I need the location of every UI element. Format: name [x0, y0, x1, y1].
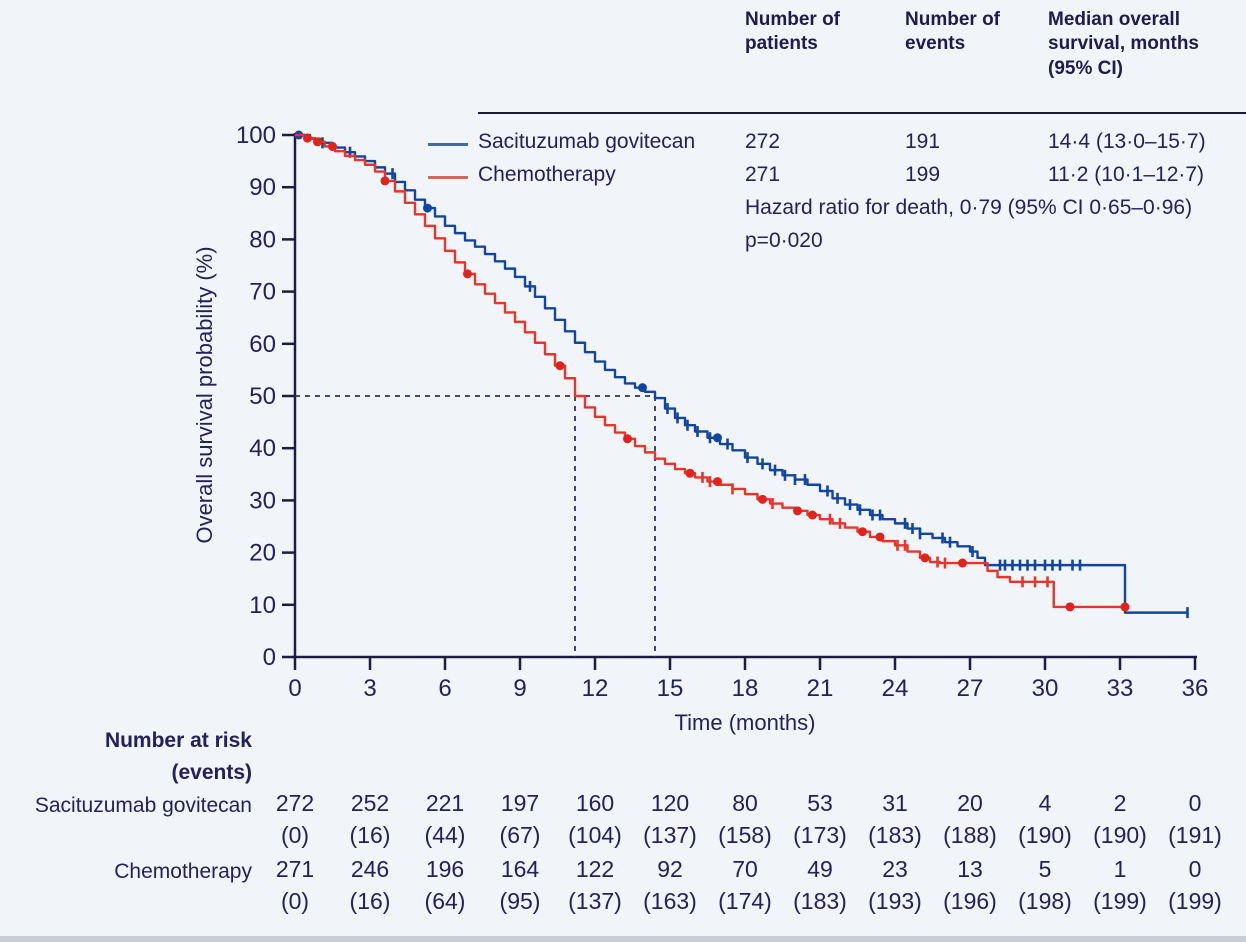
risk-table-header-line1: Number at risk: [104, 729, 252, 752]
y-tick-label: 60: [249, 331, 276, 358]
summary-col-header-median: Median overall survival, months (95% CI): [1048, 9, 1199, 79]
x-tick-label: 15: [657, 675, 684, 702]
x-tick-label: 24: [882, 675, 909, 702]
event-dot: [1120, 602, 1130, 612]
y-tick-label: 70: [249, 279, 276, 306]
legend-swatch-chemotherapy: [428, 176, 468, 179]
event-dot: [623, 434, 632, 444]
event-dot: [313, 137, 322, 147]
event-dot: [685, 468, 695, 478]
events-value-sacituzumab: 191: [905, 130, 941, 153]
y-tick-label: 100: [236, 122, 276, 149]
legend-label-sacituzumab: Sacituzumab govitecan: [478, 130, 696, 153]
y-tick-label: 90: [249, 174, 276, 201]
event-dot: [463, 269, 472, 279]
event-dot: [713, 433, 722, 443]
y-tick-label: 0: [263, 644, 276, 671]
summary-table-divider: [478, 112, 1246, 114]
x-tick-label: 9: [513, 675, 526, 702]
event-dot: [328, 141, 337, 151]
x-tick-label: 33: [1107, 675, 1134, 702]
patients-value-sacituzumab: 272: [745, 130, 781, 153]
event-dot: [808, 510, 817, 520]
event-dot: [380, 176, 390, 186]
median-value-sacituzumab: 14·4 (13·0–15·7): [1048, 130, 1206, 153]
x-tick-label: 12: [582, 675, 609, 702]
p-value-text: p=0·020: [745, 229, 823, 252]
x-tick-label: 27: [957, 675, 984, 702]
y-tick-label: 30: [249, 487, 276, 514]
x-tick-label: 21: [807, 675, 834, 702]
patients-value-chemotherapy: 271: [745, 163, 781, 186]
survival-curve-chemotherapy: [295, 133, 1125, 609]
x-axis-title: Time (months): [674, 710, 816, 735]
event-dot: [758, 494, 767, 504]
bottom-edge-strip: [0, 936, 1246, 942]
y-tick-label: 40: [249, 435, 276, 462]
event-dot: [793, 506, 802, 516]
events-value-chemotherapy: 199: [905, 163, 941, 186]
y-tick-label: 10: [249, 592, 276, 619]
x-tick-label: 18: [732, 675, 759, 702]
median-value-chemotherapy: 11·2 (10·1–12·7): [1048, 163, 1205, 186]
risk-row-label-chemotherapy: Chemotherapy: [114, 860, 252, 883]
event-dot: [555, 361, 565, 371]
x-tick-label: 3: [363, 675, 376, 702]
event-dot: [303, 133, 312, 143]
event-dot: [713, 477, 722, 487]
event-dot: [920, 553, 930, 563]
hazard-ratio-text: Hazard ratio for death, 0·79 (95% CI 0·6…: [745, 196, 1193, 219]
event-dot: [875, 532, 885, 542]
y-tick-label: 20: [249, 540, 276, 567]
event-dot: [1065, 602, 1075, 612]
risk-table-header-line2: (events): [171, 761, 252, 784]
event-dot: [858, 527, 867, 537]
x-tick-label: 0: [288, 675, 301, 702]
event-dot: [958, 558, 967, 568]
y-tick-label: 80: [249, 226, 276, 253]
legend-swatch-sacituzumab: [428, 143, 468, 146]
x-tick-label: 36: [1182, 675, 1209, 702]
event-dot: [638, 383, 647, 393]
x-tick-label: 6: [438, 675, 451, 702]
summary-col-header-events: Number of events: [905, 9, 1000, 55]
x-tick-label: 30: [1032, 675, 1059, 702]
survival-curve-sacituzumab: [295, 133, 1188, 614]
legend-label-chemotherapy: Chemotherapy: [478, 163, 616, 186]
summary-col-header-patients: Number of patients: [745, 9, 840, 55]
risk-row-label-sacituzumab: Sacituzumab govitecan: [34, 794, 252, 817]
y-axis-title: Overall survival probability (%): [192, 246, 217, 544]
event-dot: [423, 203, 432, 213]
y-tick-label: 50: [249, 383, 276, 410]
